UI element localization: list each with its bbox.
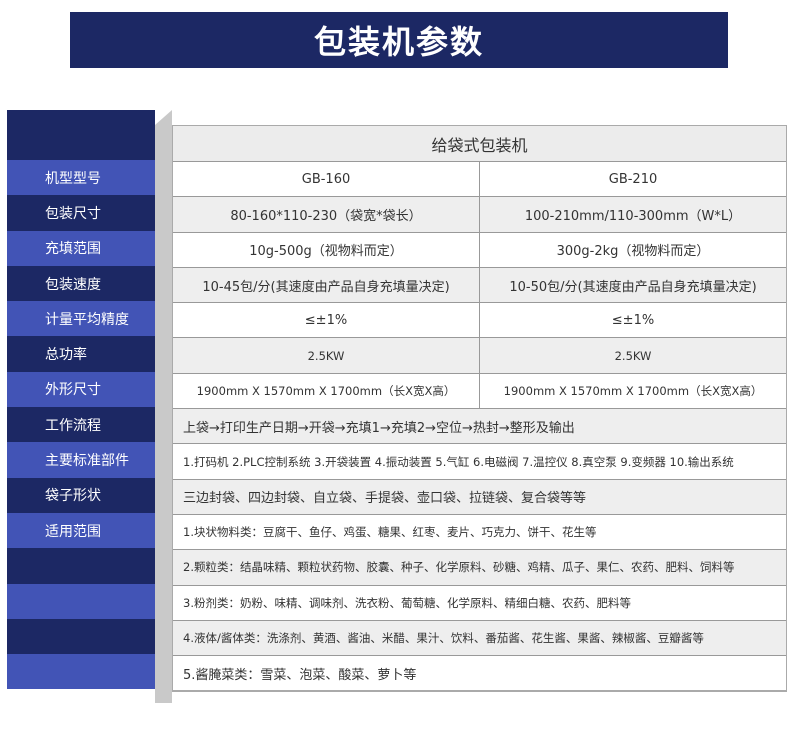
label-column: 机型型号 包装尺寸 充填范围 包装速度 计量平均精度 总功率 外形尺寸 工作流程… <box>7 110 155 690</box>
table-row: 三边封袋、四边封袋、自立袋、手提袋、壶口袋、拉链袋、复合袋等等 <box>173 479 786 515</box>
label-cell: 包装速度 <box>7 265 155 302</box>
cell: 三边封袋、四边封袋、自立袋、手提袋、壶口袋、拉链袋、复合袋等等 <box>183 491 587 507</box>
cell: 300g-2kg（视物料而定） <box>479 232 786 267</box>
table-row: 1.打码机 2.PLC控制系统 3.开袋装置 4.振动装置 5.气缸 6.电磁阀… <box>173 444 786 480</box>
spec-table: 给袋式包装机 GB-160 GB-210 80-160*110-230（袋宽*袋长… <box>172 125 787 693</box>
table-row: GB-160 GB-210 <box>173 162 786 198</box>
table-row: 2.颗粒类：结晶味精、颗粒状药物、胶囊、种子、化学原料、砂糖、鸡精、瓜子、果仁、… <box>173 550 786 586</box>
label-cell: 主要标准部件 <box>7 442 155 478</box>
divider-strip <box>155 110 172 703</box>
table-row: 4.液体/酱体类：洗涤剂、黄酒、酱油、米醋、果汁、饮料、番茄酱、花生酱、果酱、辣… <box>173 620 786 657</box>
divider-bevel <box>155 110 172 125</box>
label-cell: 适用范围 <box>7 512 155 549</box>
table-row: ≤±1% ≤±1% <box>173 303 786 339</box>
cell: 2.颗粒类：结晶味精、颗粒状药物、胶囊、种子、化学原料、砂糖、鸡精、瓜子、果仁、… <box>183 560 735 575</box>
cell: 100-210mm/110-300mm（W*L） <box>479 197 786 232</box>
label-cell: 机型型号 <box>7 160 155 196</box>
cell: GB-160 <box>301 171 351 187</box>
label-cell <box>7 618 155 655</box>
label-header <box>7 110 155 160</box>
table-row: 5.酱腌菜类：雪菜、泡菜、酸菜、萝卜等 <box>173 656 786 691</box>
cell: ≤±1% <box>304 312 348 328</box>
cell: 10-50包/分(其速度由产品自身充填量决定) <box>479 267 786 303</box>
table-row: 3.粉剂类：奶粉、味精、调味剂、洗衣粉、葡萄糖、化学原料、精细白糖、农药、肥料等 <box>173 585 786 621</box>
label-cell <box>7 654 155 690</box>
cell: ≤±1% <box>479 303 786 338</box>
label-cell <box>7 583 155 619</box>
table-row: 上袋→打印生产日期→开袋→充填1→充填2→空位→热封→整形及输出 <box>173 409 786 445</box>
cell: 1900mm X 1570mm X 1700mm（长X宽X高） <box>196 383 456 398</box>
page-title: 包装机参数 <box>70 12 728 68</box>
label-cell: 外形尺寸 <box>7 371 155 408</box>
table-row: 2.5KW 2.5KW <box>173 338 786 374</box>
cell: 1900mm X 1570mm X 1700mm（长X宽X高） <box>479 373 786 409</box>
table-row: 1.块状物料类：豆腐干、鱼仔、鸡蛋、糖果、红枣、麦片、巧克力、饼干、花生等 <box>173 514 786 551</box>
table-row: 10g-500g（视物料而定） 300g-2kg（视物料而定） <box>173 232 786 268</box>
cell: 10-45包/分(其速度由产品自身充填量决定) <box>202 279 450 295</box>
table-row: 80-160*110-230（袋宽*袋长） 100-210mm/110-300mm… <box>173 197 786 233</box>
cell: 10g-500g（视物料而定） <box>249 244 403 260</box>
table-header: 给袋式包装机 <box>173 126 786 162</box>
cell: 1.打码机 2.PLC控制系统 3.开袋装置 4.振动装置 5.气缸 6.电磁阀… <box>183 454 734 469</box>
table-row: 1900mm X 1570mm X 1700mm（长X宽X高） 1900mm X … <box>173 373 786 410</box>
label-cell: 工作流程 <box>7 407 155 443</box>
cell: 1.块状物料类：豆腐干、鱼仔、鸡蛋、糖果、红枣、麦片、巧克力、饼干、花生等 <box>183 525 597 540</box>
label-cell: 计量平均精度 <box>7 301 155 337</box>
cell: 2.5KW <box>479 338 786 373</box>
cell: 80-160*110-230（袋宽*袋长） <box>230 208 422 224</box>
table-row: 10-45包/分(其速度由产品自身充填量决定) 10-50包/分(其速度由产品自身… <box>173 267 786 304</box>
cell: 3.粉剂类：奶粉、味精、调味剂、洗衣粉、葡萄糖、化学原料、精细白糖、农药、肥料等 <box>183 595 631 610</box>
cell: GB-210 <box>479 162 786 197</box>
label-cell <box>7 548 155 584</box>
cell: 2.5KW <box>307 348 345 363</box>
cell: 4.液体/酱体类：洗涤剂、黄酒、酱油、米醋、果汁、饮料、番茄酱、花生酱、果酱、辣… <box>183 631 704 645</box>
label-cell: 总功率 <box>7 336 155 372</box>
cell: 上袋→打印生产日期→开袋→充填1→充填2→空位→热封→整形及输出 <box>183 420 575 436</box>
cell: 5.酱腌菜类：雪菜、泡菜、酸菜、萝卜等 <box>183 667 417 683</box>
label-cell: 充填范围 <box>7 230 155 266</box>
label-cell: 袋子形状 <box>7 477 155 513</box>
label-cell: 包装尺寸 <box>7 195 155 231</box>
